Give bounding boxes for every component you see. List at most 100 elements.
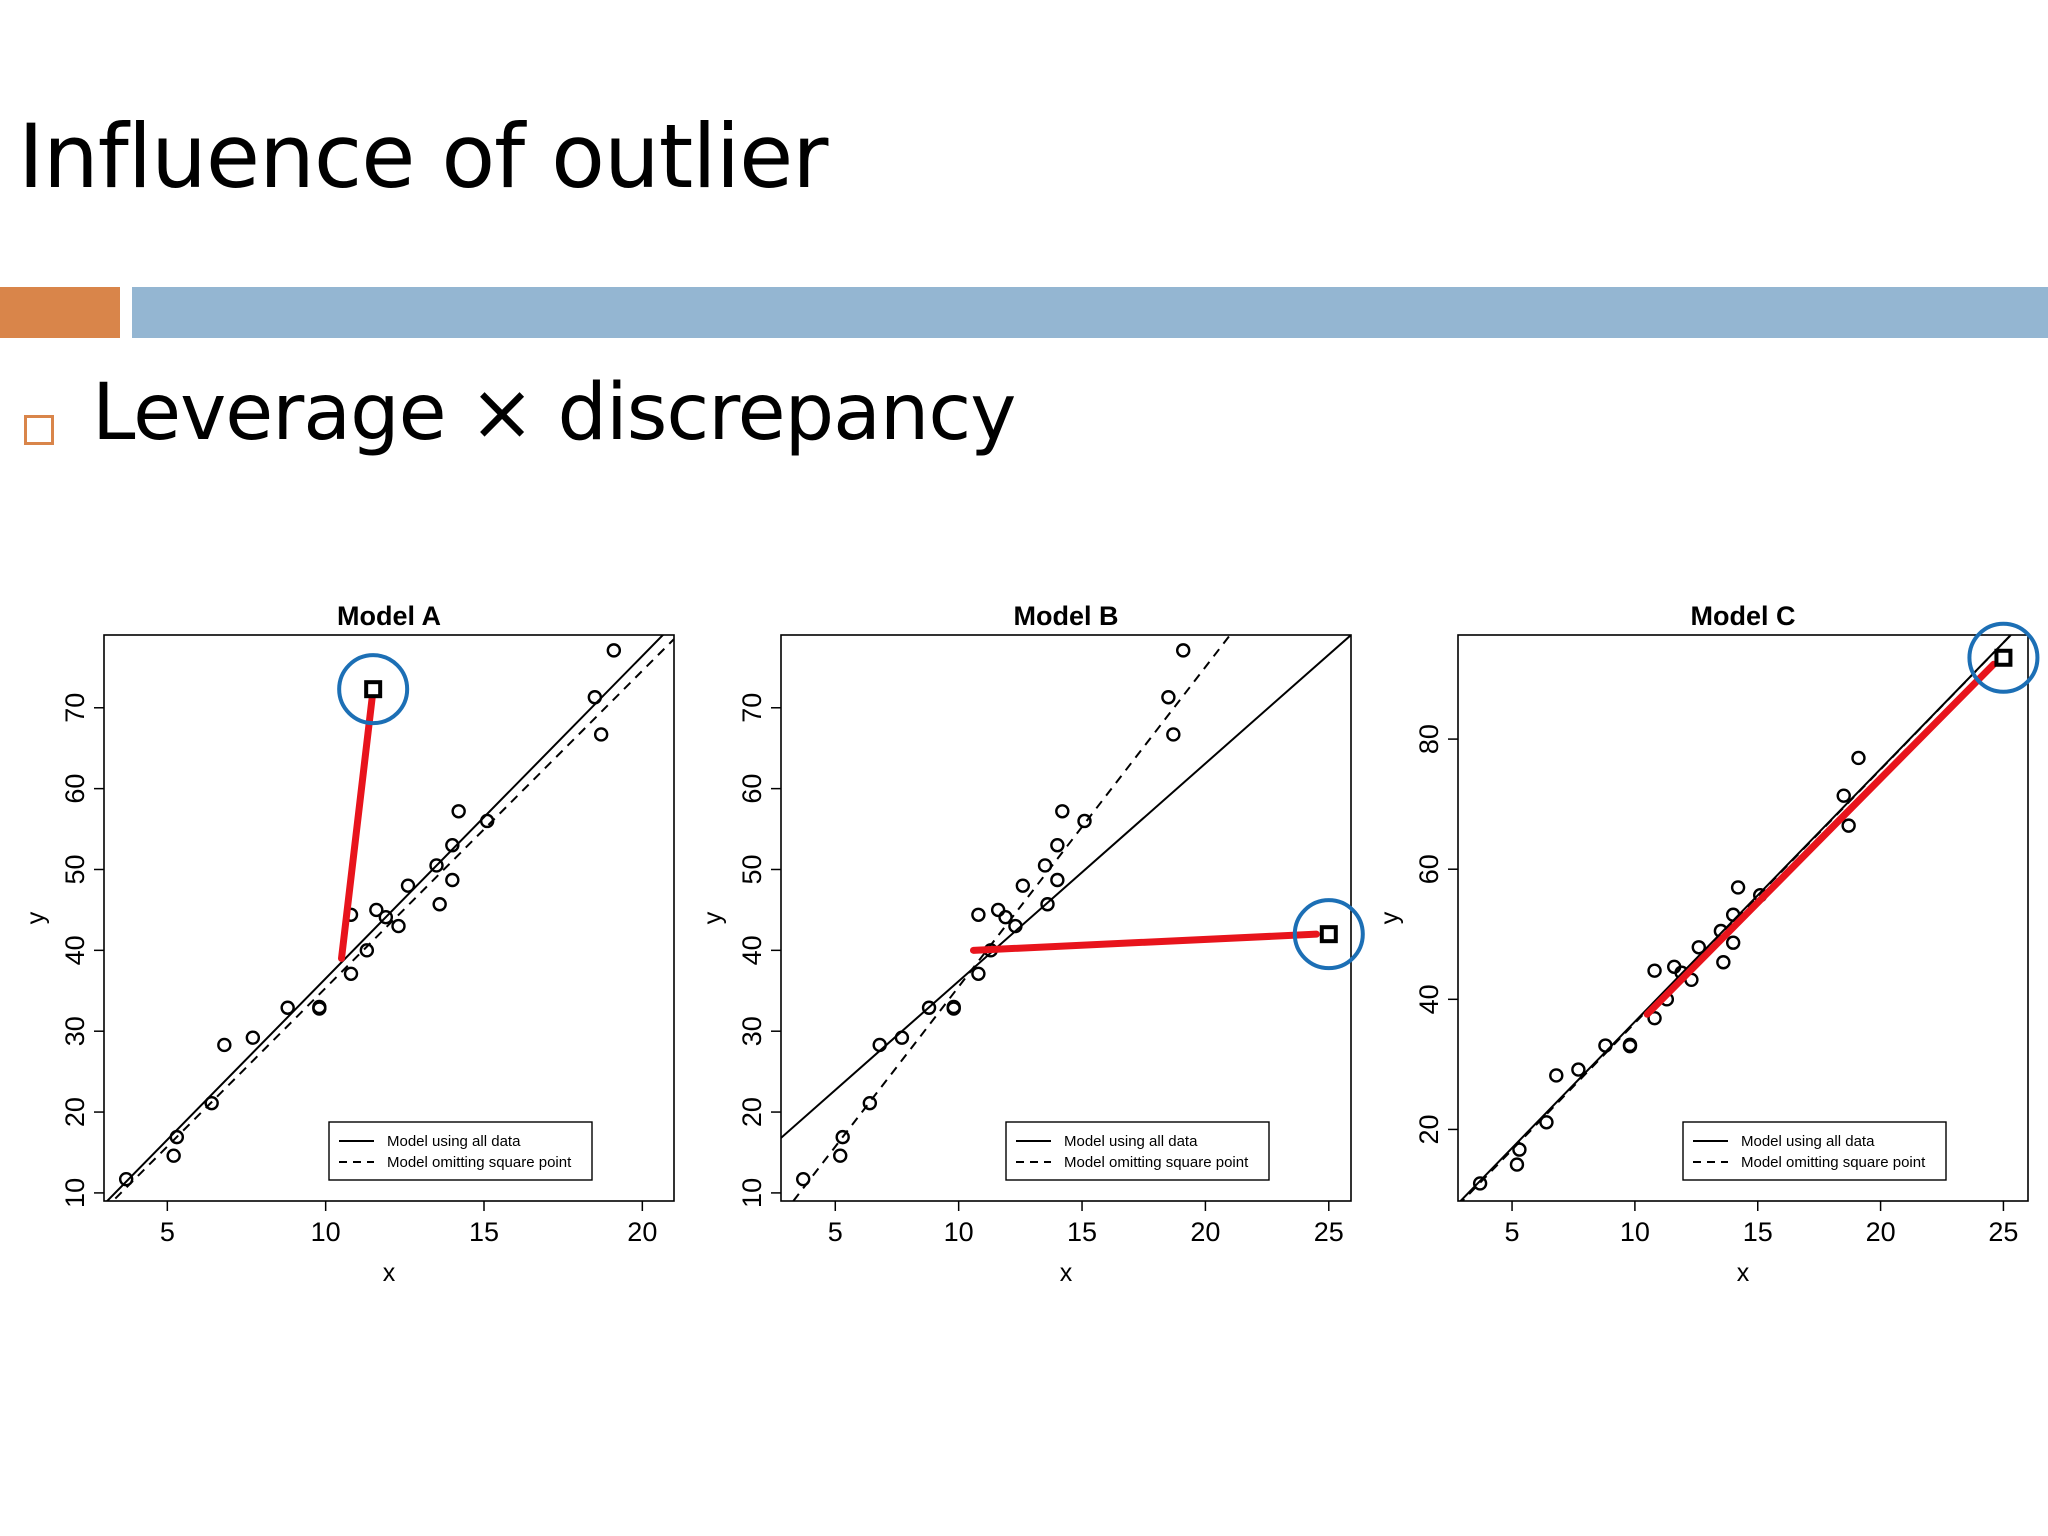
data-point xyxy=(1472,1176,1488,1191)
y-tick-label: 50 xyxy=(60,854,90,884)
outlier-highlight-circle xyxy=(337,653,410,726)
y-tick-label: 40 xyxy=(1414,984,1444,1014)
data-point xyxy=(1841,818,1856,833)
y-axis-label: y xyxy=(699,911,727,924)
data-point xyxy=(479,813,495,829)
chart-title: Model A xyxy=(337,601,441,631)
data-point xyxy=(400,878,416,893)
y-tick-label: 30 xyxy=(737,1016,767,1046)
data-point xyxy=(1161,690,1176,705)
data-point xyxy=(280,1000,295,1015)
y-tick-label: 60 xyxy=(60,774,90,804)
data-point xyxy=(971,907,986,922)
data-point xyxy=(451,804,466,819)
data-point xyxy=(1571,1062,1586,1077)
data-point xyxy=(391,918,406,934)
legend-label-all-data: Model using all data xyxy=(1064,1133,1198,1150)
data-point xyxy=(1836,788,1851,803)
bullet-square-icon xyxy=(24,415,54,445)
y-axis-label: y xyxy=(1376,911,1404,924)
data-point xyxy=(1015,878,1031,893)
plot-frame xyxy=(1457,634,2029,1202)
x-tick-label: 10 xyxy=(311,1217,341,1247)
data-point xyxy=(1050,872,1065,888)
chart-title: Model C xyxy=(1691,601,1796,631)
data-point xyxy=(204,1095,219,1111)
outlier-square-point xyxy=(364,680,383,699)
accent-bar-blue xyxy=(132,287,2048,338)
plot-frame xyxy=(103,634,675,1202)
data-point xyxy=(593,727,609,742)
data-point xyxy=(166,1148,181,1163)
data-point xyxy=(921,1000,937,1015)
data-point xyxy=(796,1171,811,1187)
data-point xyxy=(1725,935,1741,950)
y-tick-label: 40 xyxy=(60,935,90,965)
y-tick-label: 40 xyxy=(737,935,767,965)
data-point xyxy=(998,909,1013,925)
x-tick-label: 10 xyxy=(944,1217,974,1247)
x-tick-label: 20 xyxy=(1866,1217,1896,1247)
bullet-text: Leverage × discrepancy xyxy=(92,368,1016,458)
legend-label-omitting-square-point: Model omitting square point xyxy=(387,1154,572,1171)
chart-title: Model B xyxy=(1014,601,1119,631)
data-point xyxy=(862,1095,878,1111)
data-point xyxy=(1512,1142,1527,1157)
x-tick-label: 5 xyxy=(1505,1217,1520,1247)
data-point xyxy=(1725,907,1741,922)
y-tick-label: 20 xyxy=(737,1097,767,1127)
data-point xyxy=(1166,727,1181,742)
y-tick-label: 50 xyxy=(737,854,767,884)
accent-bar-orange xyxy=(0,287,120,338)
data-point xyxy=(606,643,622,658)
x-axis-label: x xyxy=(1060,1259,1073,1287)
x-tick-label: 20 xyxy=(627,1217,657,1247)
x-tick-label: 20 xyxy=(1190,1217,1220,1247)
legend-box xyxy=(1005,1121,1270,1181)
data-point xyxy=(1509,1157,1525,1172)
legend-box xyxy=(1682,1121,1947,1181)
outlier-square-point xyxy=(1319,925,1338,944)
x-tick-label: 5 xyxy=(160,1217,175,1247)
fit-line-all-data xyxy=(781,635,1351,1139)
data-point xyxy=(169,1129,185,1145)
slide-title: Influence of outlier xyxy=(18,105,828,208)
data-point xyxy=(445,872,460,888)
x-tick-label: 10 xyxy=(1620,1217,1650,1247)
data-point xyxy=(1691,940,1706,955)
data-point xyxy=(946,999,961,1015)
legend-label-all-data: Model using all data xyxy=(387,1133,521,1150)
chart-model-b: Model B 5 10 15 20 25 10 20 30 40 50 60 70 x y Model us… xyxy=(699,601,1365,1287)
data-point xyxy=(872,1037,887,1053)
chart-model-c: Model C 5 10 15 20 25 20 40 60 80 x y Model using al… xyxy=(1376,601,2040,1287)
outlier-square-point xyxy=(1994,648,2013,667)
data-point xyxy=(429,858,444,873)
data-point xyxy=(369,902,384,918)
legend-label-omitting-square-point: Model omitting square point xyxy=(1741,1154,1926,1171)
data-point xyxy=(1050,838,1065,853)
y-tick-label: 10 xyxy=(60,1178,90,1208)
data-point xyxy=(1176,643,1191,658)
data-point xyxy=(432,897,447,912)
data-point xyxy=(1598,1038,1613,1053)
x-tick-label: 25 xyxy=(1988,1217,2018,1247)
data-point xyxy=(118,1171,134,1187)
data-point xyxy=(1008,918,1023,934)
data-point xyxy=(1037,858,1053,873)
y-tick-label: 30 xyxy=(60,1016,90,1046)
fit-line-omitting-square-point xyxy=(111,638,674,1201)
legend-label-all-data: Model using all data xyxy=(1741,1133,1875,1150)
residual-line xyxy=(1643,660,1998,1018)
x-tick-label: 15 xyxy=(469,1217,499,1247)
y-tick-label: 70 xyxy=(737,693,767,723)
data-point xyxy=(312,999,327,1015)
y-tick-label: 60 xyxy=(737,774,767,804)
data-point xyxy=(1077,813,1092,829)
residual-line xyxy=(338,685,377,962)
data-point xyxy=(1730,880,1746,895)
data-point xyxy=(1622,1037,1638,1053)
x-tick-label: 25 xyxy=(1314,1217,1344,1247)
plot-frame xyxy=(780,634,1352,1202)
legend-box xyxy=(328,1121,593,1181)
y-tick-label: 80 xyxy=(1414,724,1444,754)
